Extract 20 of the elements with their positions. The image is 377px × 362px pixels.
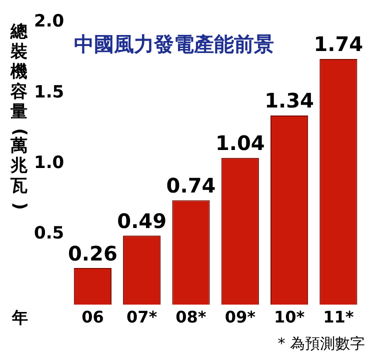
x-axis-title: 年 [11,308,28,327]
x-tick-label: 08* [176,308,207,327]
text: 總裝機容量(萬兆瓦) [10,22,30,210]
text: * 為預測數字 [278,334,365,352]
data-label: 0.49 [117,208,167,233]
x-tick-label: 10* [274,308,306,327]
y-tick-label: 1.0 [34,152,64,173]
text: 中國風力發電產能前景 [74,32,274,56]
data-label: 0.74 [166,173,216,198]
y-tick-label: 0.5 [34,224,64,244]
x-tick-label: 06 [82,308,104,327]
y-tick-label: 2.0 [34,12,64,32]
data-label: 1.74 [314,32,364,56]
y-tick-label: 1.5 [34,82,64,102]
data-label: 0.26 [68,241,118,266]
data-label: 1.34 [264,88,314,113]
x-tick-label: 09* [224,308,256,327]
data-label: 1.04 [215,131,265,156]
x-tick-label: 11* [323,308,354,327]
x-tick-label: 07* [126,308,158,327]
